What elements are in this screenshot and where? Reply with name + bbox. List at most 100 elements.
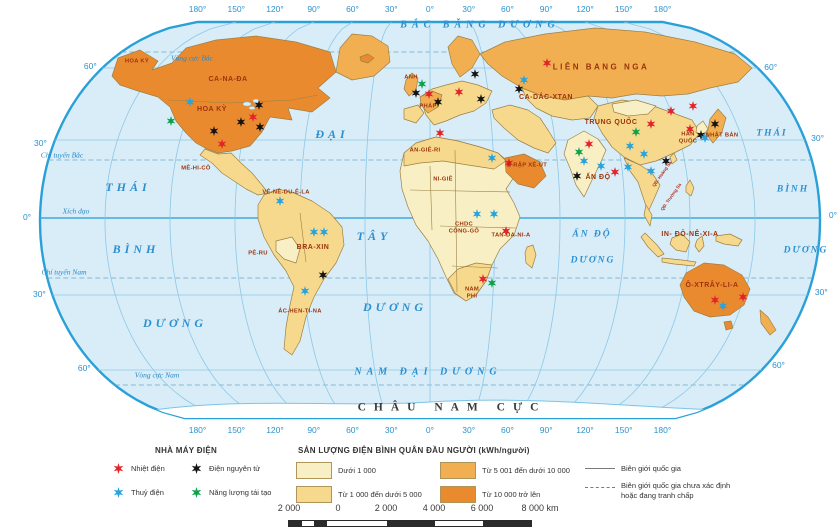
star-icon <box>191 487 202 498</box>
lake <box>248 106 256 110</box>
border-line <box>451 265 499 269</box>
scale-tick-label: 8 000 km <box>521 503 559 513</box>
thermal-plant-marker <box>217 139 227 149</box>
thermal-plant-marker <box>478 274 488 284</box>
thermal-plant-marker <box>738 292 748 302</box>
thermal-plant-marker <box>504 158 514 168</box>
thermal-plant-marker <box>685 124 695 134</box>
country-shape-north-america <box>111 35 337 154</box>
hydro-plant-icon <box>113 487 124 498</box>
country-shape-peru-interior <box>275 236 301 264</box>
renewable-plant-marker <box>631 127 641 137</box>
border-line <box>167 94 319 104</box>
country-shape-taiwan <box>669 152 678 165</box>
nuclear-plant-icon <box>191 463 202 474</box>
legend-label-hydro: Thuỷ điện <box>131 487 164 497</box>
country-shape-new-guinea <box>715 233 743 247</box>
nuclear-plant-marker <box>661 156 671 166</box>
legend-production-header: SẢN LƯỢNG ĐIỆN BÌNH QUÂN ĐẦU NGƯỜI (kWh/… <box>298 446 530 455</box>
legend-border-solid-label: Biên giới quốc gia <box>621 464 681 473</box>
nuclear-plant-marker <box>514 84 524 94</box>
legend-class-1: Dưới 1 000 <box>296 462 376 479</box>
hydro-plant-marker <box>718 301 728 311</box>
scale-bar-graphic <box>288 520 532 527</box>
hydro-plant-marker <box>300 286 310 296</box>
hydro-plant-marker <box>596 161 606 171</box>
legend-item-nuclear: Điện nguyên tử <box>190 462 260 475</box>
nuclear-plant-marker <box>470 69 480 79</box>
thermal-plant-marker <box>666 106 676 116</box>
border-line <box>429 165 433 231</box>
thermal-plant-marker <box>688 101 698 111</box>
legend-label-renewable: Năng lượng tái tạo <box>209 487 272 497</box>
scale-bar-segment <box>387 521 435 526</box>
legend-border-dashed-label: Biên giới quốc gia chưa xác định hoặc đa… <box>621 481 731 500</box>
hydro-plant-marker <box>309 227 319 237</box>
hydro-plant-marker <box>579 156 589 166</box>
renewable-plant-marker <box>166 116 176 126</box>
meridian-line <box>623 22 756 415</box>
nuclear-plant-marker <box>433 97 443 107</box>
lake <box>252 98 260 104</box>
country-shape-tasmania <box>723 320 734 331</box>
country-shape-europe <box>419 80 493 126</box>
thermal-plant-icon <box>113 463 124 474</box>
legend-item-renewable: Năng lượng tái tạo <box>190 486 271 499</box>
dashed-border-line <box>585 487 615 488</box>
country-shape-mongolia <box>611 99 657 117</box>
nuclear-plant-marker <box>318 270 328 280</box>
antarctica-coast <box>138 399 718 418</box>
scale-tick-label: 4 000 <box>422 503 446 513</box>
scale-bar-segment <box>301 521 314 526</box>
renewable-plant-marker <box>417 79 427 89</box>
nuclear-plant-marker <box>236 117 246 127</box>
legend-label-thermal: Nhiệt điện <box>131 463 165 473</box>
nuclear-plant-marker <box>209 126 219 136</box>
lake <box>242 101 252 107</box>
scale-bar-segment <box>326 521 339 526</box>
scale-bar-segment <box>339 521 387 526</box>
renewable-plant-icon <box>191 487 202 498</box>
world-map-canvas <box>38 20 822 420</box>
scale-bar-segment <box>435 521 483 526</box>
legend-item-hydro: Thuỷ điện <box>112 486 164 499</box>
thermal-plant-marker <box>435 128 445 138</box>
border-line <box>439 225 517 229</box>
thermal-plant-marker <box>542 58 552 68</box>
star-icon <box>113 463 124 474</box>
scale-bar-segment <box>483 521 531 526</box>
meridian-line <box>364 22 392 415</box>
legend-plants-header: NHÀ MÁY ĐIỆN <box>155 446 218 455</box>
nuclear-plant-marker <box>411 88 421 98</box>
country-shape-new-zealand <box>759 309 777 336</box>
nuclear-plant-marker <box>572 171 582 181</box>
scale-bar-segment <box>289 521 302 526</box>
country-shape-japan <box>706 108 727 144</box>
hydro-plant-marker <box>625 141 635 151</box>
thermal-plant-marker <box>646 119 656 129</box>
color-swatch <box>440 486 476 503</box>
thermal-plant-marker <box>454 87 464 97</box>
hydro-plant-marker <box>487 153 497 163</box>
country-shape-southeast-asia <box>623 157 661 213</box>
border-line <box>299 212 307 263</box>
hydro-plant-marker <box>472 209 482 219</box>
scale-tick-label: 2 000 <box>277 503 301 513</box>
star-icon <box>191 463 202 474</box>
country-shape-scandinavia <box>447 35 481 78</box>
thermal-plant-marker <box>424 89 434 99</box>
scale-tick-label: 0 <box>335 503 341 513</box>
legend-class-label: Từ 1 000 đến dưới 5 000 <box>338 489 422 499</box>
internal-borders <box>167 94 517 293</box>
hydro-plant-marker <box>623 162 633 172</box>
color-swatch <box>296 462 332 479</box>
country-shape-java <box>661 257 697 267</box>
legend-class-label: Từ 5 001 đến dưới 10 000 <box>482 465 570 475</box>
nuclear-plant-marker <box>254 100 264 110</box>
hydro-plant-marker <box>489 209 499 219</box>
country-shape-india <box>563 130 607 198</box>
border-line <box>454 149 458 293</box>
renewable-plant-marker <box>487 278 497 288</box>
hydro-plant-marker <box>185 97 195 107</box>
color-swatch <box>296 486 332 503</box>
